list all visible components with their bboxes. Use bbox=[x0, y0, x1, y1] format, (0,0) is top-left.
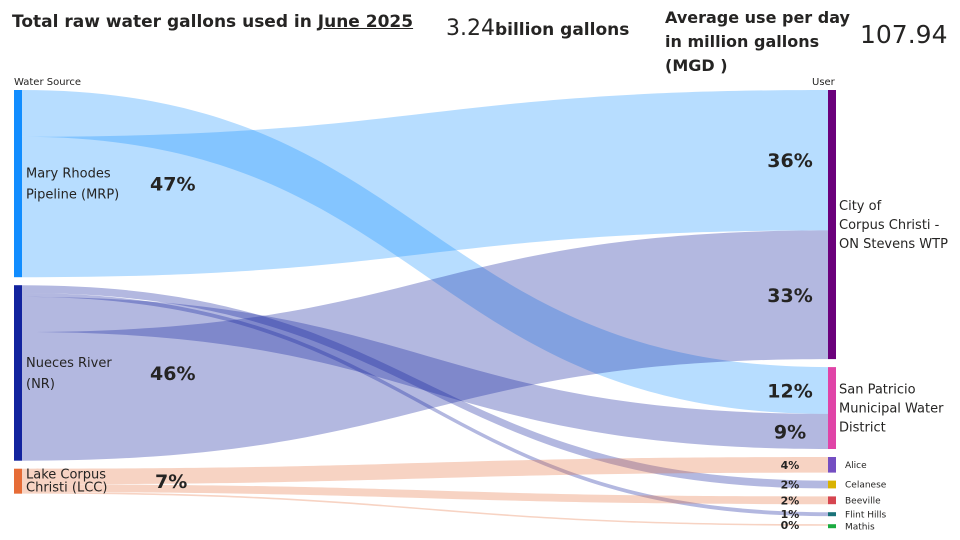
flow-label-NR-City: 33% bbox=[767, 285, 812, 307]
source-percent-MRP: 47% bbox=[150, 174, 195, 196]
target-node-Celanese[interactable] bbox=[828, 480, 836, 489]
source-percent-NR: 46% bbox=[150, 363, 195, 385]
target-label-FlintHills: Flint Hills bbox=[845, 510, 887, 520]
source-node-NR[interactable] bbox=[14, 285, 22, 461]
source-label-NR: Nueces River bbox=[26, 356, 112, 371]
flow-LCC-Beeville[interactable] bbox=[22, 484, 828, 505]
target-node-SPMWD[interactable] bbox=[828, 367, 836, 449]
target-node-City[interactable] bbox=[828, 90, 836, 360]
total-unit: billion gallons bbox=[494, 20, 630, 40]
flow-label-NR-Celanese: 2% bbox=[781, 479, 800, 492]
flow-MRP-SPMWD[interactable] bbox=[22, 90, 828, 414]
target-node-FlintHills[interactable] bbox=[828, 512, 836, 517]
month-link[interactable]: June 2025 bbox=[317, 12, 414, 32]
target-node-Alice[interactable] bbox=[828, 457, 836, 473]
target-label-SPMWD: San Patricio bbox=[839, 383, 916, 398]
report-title: Total raw water gallons used in June 202… bbox=[12, 12, 413, 32]
source-label-MRP: Pipeline (MRP) bbox=[26, 188, 119, 203]
source-label-NR: (NR) bbox=[26, 377, 55, 392]
source-node-LCC[interactable] bbox=[14, 468, 22, 494]
flow-label-LCC-Beeville: 2% bbox=[781, 494, 800, 507]
target-node-Mathis[interactable] bbox=[828, 524, 836, 529]
target-label-Alice: Alice bbox=[845, 461, 867, 471]
flow-NR-FlintHills[interactable] bbox=[22, 293, 828, 517]
target-axis-label: User bbox=[812, 77, 835, 88]
target-label-City: City of bbox=[839, 199, 882, 214]
flow-NR-City[interactable] bbox=[22, 230, 828, 461]
flow-label-LCC-Alice: 4% bbox=[781, 459, 800, 472]
title-text: Total raw water gallons used in bbox=[12, 12, 318, 32]
target-label-SPMWD: Municipal Water bbox=[839, 402, 944, 417]
source-label-LCC: Christi (LCC) bbox=[26, 480, 107, 495]
flow-label-NR-FlintHills: 1% bbox=[781, 508, 800, 521]
flow-LCC-Alice[interactable] bbox=[22, 457, 828, 485]
target-label-City: Corpus Christi - bbox=[839, 218, 940, 233]
total-gallons-card: 3.24billion gallons bbox=[446, 16, 629, 41]
source-percent-LCC: 7% bbox=[155, 471, 187, 493]
target-node-Beeville[interactable] bbox=[828, 496, 836, 505]
source-node-MRP[interactable] bbox=[14, 90, 22, 278]
source-label-LCC: Lake Corpus bbox=[26, 467, 106, 482]
target-label-SPMWD: District bbox=[839, 421, 886, 436]
avg-value: 107.94 bbox=[860, 20, 948, 49]
flow-label-NR-SPMWD: 9% bbox=[774, 421, 806, 443]
flow-MRP-City[interactable] bbox=[22, 90, 828, 278]
source-label-MRP: Mary Rhodes bbox=[26, 167, 111, 182]
total-value: 3.24 bbox=[446, 16, 495, 41]
flow-label-MRP-City: 36% bbox=[767, 150, 812, 172]
avg-label: Average use per day in million gallons (… bbox=[665, 8, 850, 75]
flow-LCC-Mathis[interactable] bbox=[22, 492, 828, 526]
target-label-Celanese: Celanese bbox=[845, 481, 887, 491]
source-axis-label: Water Source bbox=[14, 77, 82, 88]
target-label-Beeville: Beeville bbox=[845, 496, 881, 506]
flow-NR-Celanese[interactable] bbox=[22, 285, 828, 489]
flow-NR-SPMWD[interactable] bbox=[22, 296, 828, 449]
target-label-City: ON Stevens WTP bbox=[839, 237, 948, 252]
flow-label-LCC-Mathis: 0% bbox=[781, 519, 800, 532]
flow-label-MRP-SPMWD: 12% bbox=[767, 381, 812, 403]
target-label-Mathis: Mathis bbox=[845, 522, 875, 532]
